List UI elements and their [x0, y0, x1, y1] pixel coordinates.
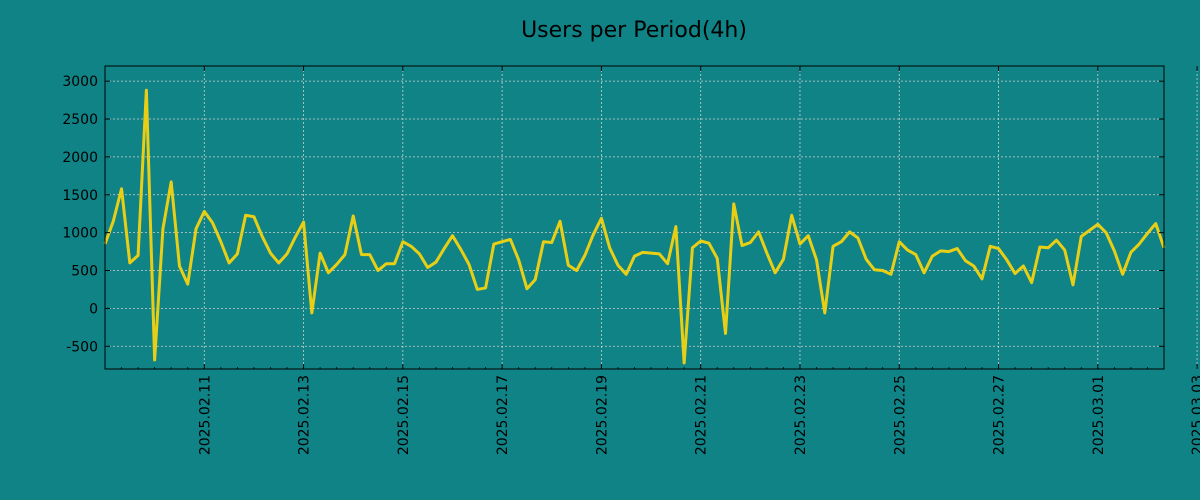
x-tick-label: 2025.02.15 — [396, 375, 412, 455]
y-tick-label: 1500 — [62, 188, 98, 204]
x-tick-label: 2025.02.17 — [495, 375, 511, 455]
y-tick-label: 3000 — [62, 74, 98, 90]
series-line-users — [103, 88, 1166, 365]
x-tick-label: 2025.02.27 — [992, 375, 1008, 455]
x-tick-label: 2025.02.11 — [197, 375, 213, 455]
x-tick-label: 2025.03.03 — [1190, 375, 1200, 455]
chart-title: Users per Period(4h) — [521, 18, 747, 43]
x-tick-label: 2025.02.19 — [594, 375, 610, 455]
y-tick-label: 2500 — [62, 112, 98, 128]
y-tick-label: -500 — [66, 339, 98, 355]
plot-frame — [104, 65, 1165, 370]
y-tick-label: 2000 — [62, 150, 98, 166]
axis-ticks: -500 0 500 1000 1500 2000 2500 3000 2025.02.11 20… — [62, 66, 1200, 455]
x-tick-label: 2025.02.21 — [694, 375, 710, 455]
y-tick-label: 0 — [89, 301, 98, 317]
y-tick-label: 500 — [71, 264, 98, 280]
x-tick-label: 2025.02.13 — [297, 375, 313, 455]
y-tick-label: 1000 — [62, 226, 98, 242]
x-tick-label: 2025.03.01 — [1091, 375, 1107, 455]
x-tick-label: 2025.02.25 — [892, 375, 908, 455]
grid — [105, 66, 1198, 369]
x-tick-label: 2025.02.23 — [793, 375, 809, 455]
